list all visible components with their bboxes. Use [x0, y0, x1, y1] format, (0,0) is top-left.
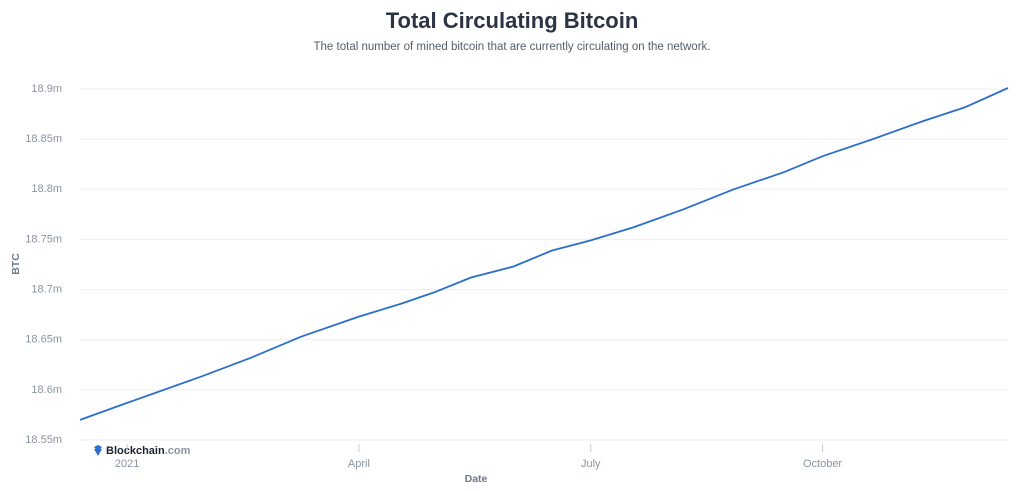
x-tick-label: 2021: [115, 458, 139, 470]
brand-icon: [94, 445, 102, 456]
y-tick-label: 18.9m: [31, 83, 62, 95]
brand: Blockchain.com: [94, 445, 191, 457]
x-tick-label: July: [581, 458, 601, 470]
y-tick-label: 18.55m: [25, 434, 62, 446]
y-tick-label: 18.85m: [25, 133, 62, 145]
y-tick-label: 18.75m: [25, 233, 62, 245]
series-line: [79, 87, 1009, 421]
y-axis-label: BTC: [10, 253, 22, 275]
brand-label: Blockchain.com: [106, 445, 191, 457]
chart-subtitle: The total number of mined bitcoin that a…: [314, 41, 711, 53]
x-tick-label: October: [803, 458, 842, 470]
x-tick-label: April: [348, 458, 370, 470]
chart-title: Total Circulating Bitcoin: [386, 8, 639, 33]
y-tick-label: 18.8m: [31, 183, 62, 195]
y-tick-label: 18.6m: [31, 384, 62, 396]
y-tick-label: 18.7m: [31, 283, 62, 295]
x-axis-label: Date: [465, 473, 488, 485]
y-tick-label: 18.65m: [25, 334, 62, 346]
